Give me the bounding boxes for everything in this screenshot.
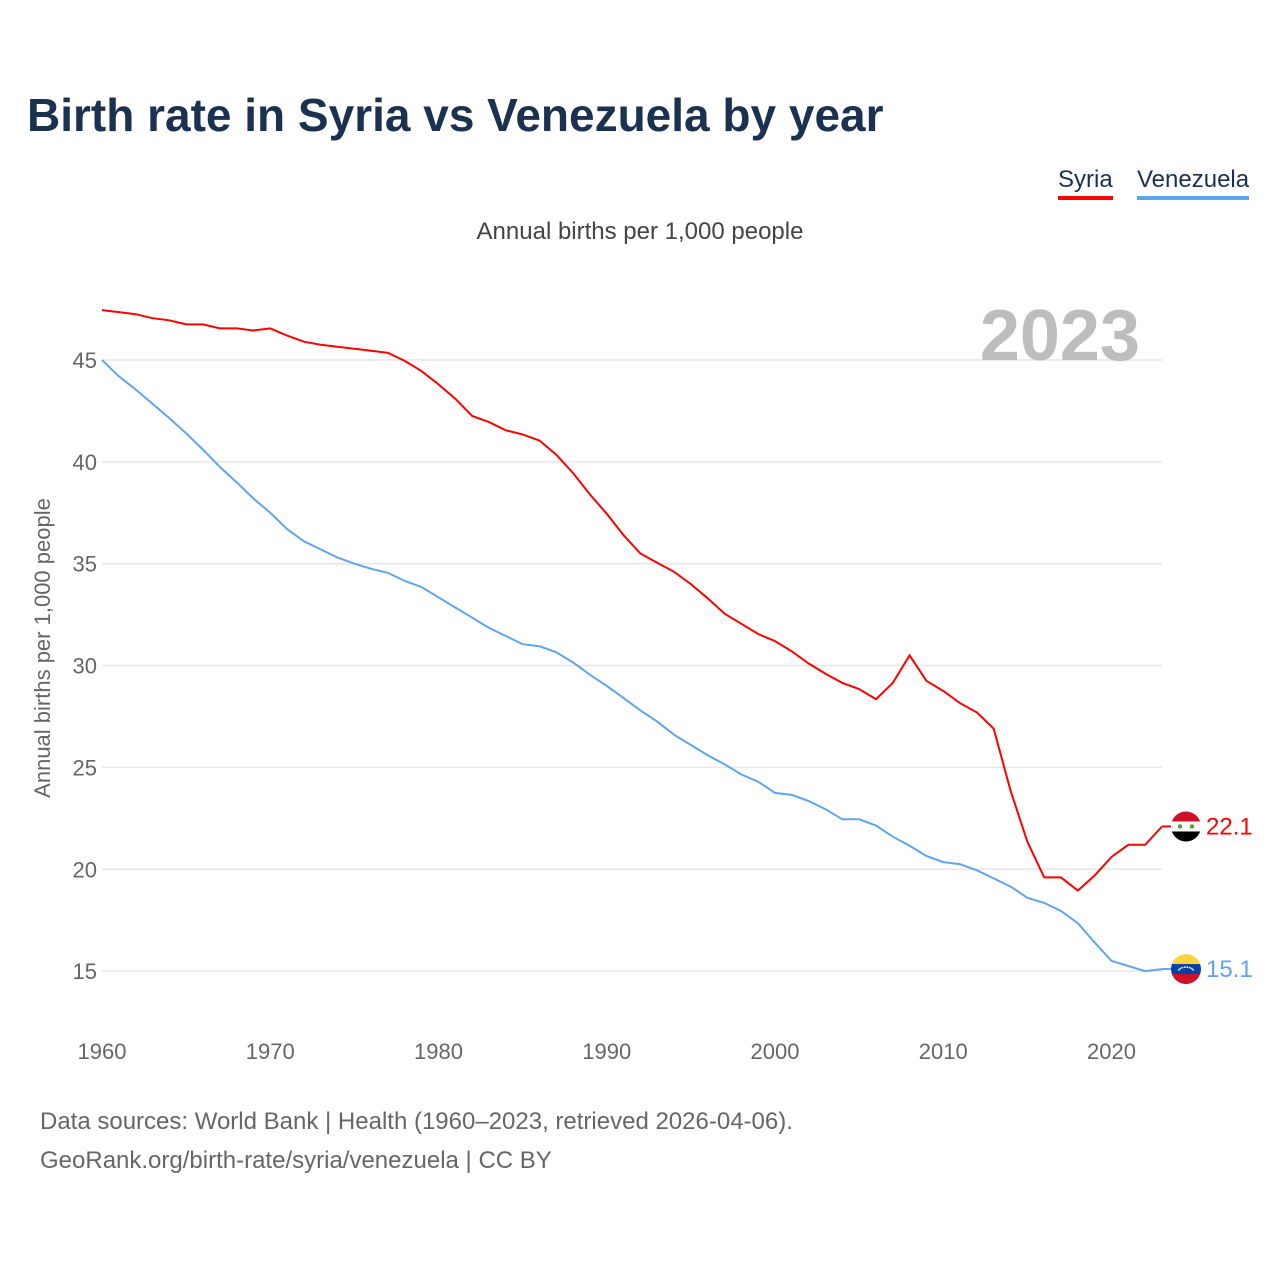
chart-title: Birth rate in Syria vs Venezuela by year <box>27 89 884 141</box>
y-tick-label: 45 <box>73 348 97 373</box>
venezuela-flag-icon <box>1171 954 1201 985</box>
y-tick-label: 20 <box>73 857 97 882</box>
y-tick-label: 15 <box>73 959 97 984</box>
y-tick-label: 40 <box>73 450 97 475</box>
year-label: 2023 <box>980 296 1140 376</box>
series-line-syria <box>101 309 1163 892</box>
source-note: Data sources: World Bank | Health (1960–… <box>40 1108 793 1135</box>
y-tick-label: 30 <box>73 654 97 679</box>
x-tick-label: 2000 <box>751 1039 800 1064</box>
legend-venezuela[interactable]: Venezuela <box>1137 166 1250 200</box>
chart-subtitle: Annual births per 1,000 people <box>476 218 804 245</box>
end-value-label: 15.1 <box>1206 956 1253 983</box>
syria-flag-icon <box>1171 811 1201 842</box>
legend-syria[interactable]: Syria <box>1058 166 1113 200</box>
y-tick-label: 25 <box>73 755 97 780</box>
source-url[interactable]: GeoRank.org/birth-rate/syria/venezuela |… <box>40 1147 552 1174</box>
series-line-venezuela <box>101 359 1163 973</box>
y-tick-label: 35 <box>73 552 97 577</box>
x-tick-label: 1960 <box>78 1039 127 1064</box>
x-tick-label: 2010 <box>919 1039 968 1064</box>
x-tick-label: 2020 <box>1087 1039 1136 1064</box>
y-axis-label: Annual births per 1,000 people <box>30 498 55 798</box>
end-value-label: 22.1 <box>1206 813 1253 840</box>
x-tick-label: 1990 <box>582 1039 631 1064</box>
x-tick-label: 1970 <box>246 1039 295 1064</box>
x-tick-label: 1980 <box>414 1039 463 1064</box>
